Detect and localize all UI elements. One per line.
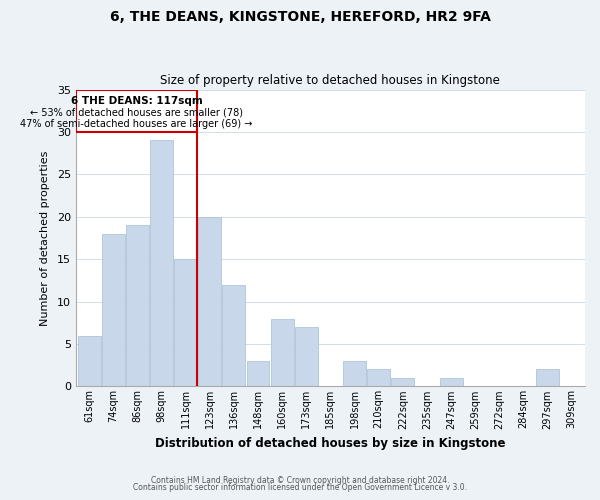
Bar	[391, 378, 414, 386]
Bar	[198, 217, 221, 386]
Bar	[223, 284, 245, 386]
Bar	[150, 140, 173, 386]
Text: 6, THE DEANS, KINGSTONE, HEREFORD, HR2 9FA: 6, THE DEANS, KINGSTONE, HEREFORD, HR2 9…	[110, 10, 490, 24]
Bar	[174, 259, 197, 386]
Bar	[102, 234, 125, 386]
Bar	[76, 90, 197, 132]
Bar	[126, 226, 149, 386]
Bar	[247, 361, 269, 386]
Text: Contains public sector information licensed under the Open Government Licence v : Contains public sector information licen…	[133, 484, 467, 492]
Bar	[295, 327, 318, 386]
Bar	[343, 361, 366, 386]
X-axis label: Distribution of detached houses by size in Kingstone: Distribution of detached houses by size …	[155, 437, 506, 450]
Bar	[536, 370, 559, 386]
Y-axis label: Number of detached properties: Number of detached properties	[40, 150, 50, 326]
Text: 47% of semi-detached houses are larger (69) →: 47% of semi-detached houses are larger (…	[20, 119, 253, 129]
Text: Contains HM Land Registry data © Crown copyright and database right 2024.: Contains HM Land Registry data © Crown c…	[151, 476, 449, 485]
Title: Size of property relative to detached houses in Kingstone: Size of property relative to detached ho…	[160, 74, 500, 87]
Text: 6 THE DEANS: 117sqm: 6 THE DEANS: 117sqm	[71, 96, 202, 106]
Text: ← 53% of detached houses are smaller (78): ← 53% of detached houses are smaller (78…	[30, 108, 243, 118]
Bar	[440, 378, 463, 386]
Bar	[271, 318, 293, 386]
Bar	[367, 370, 390, 386]
Bar	[77, 336, 101, 386]
